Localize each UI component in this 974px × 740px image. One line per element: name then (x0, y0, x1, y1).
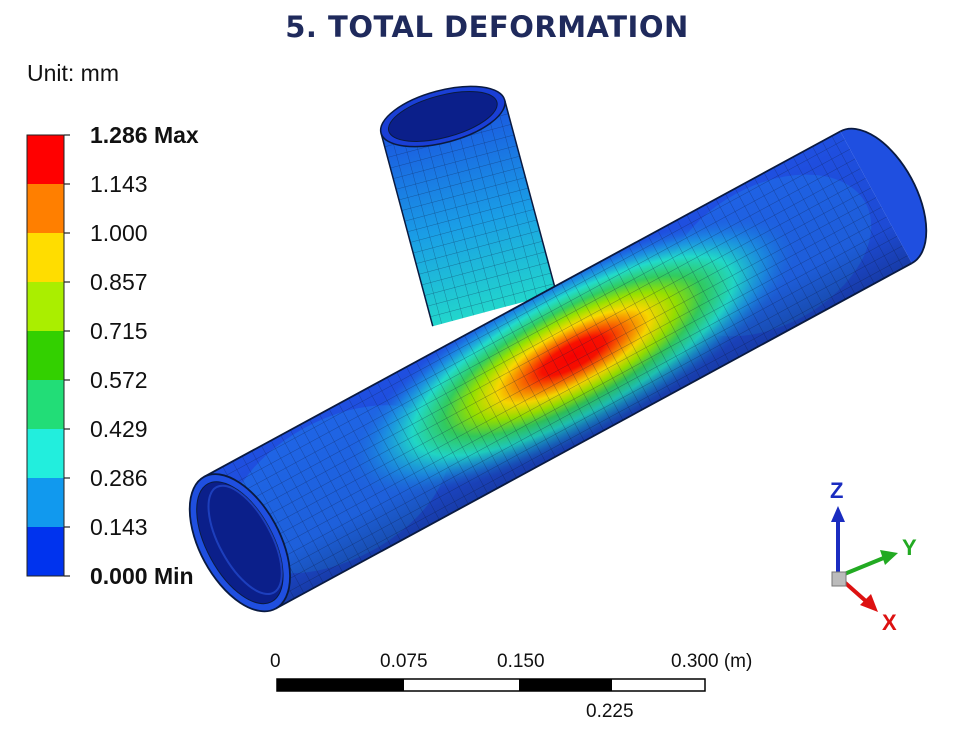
legend-level-label: 1.143 (90, 171, 148, 197)
legend-color-bar (26, 134, 70, 577)
legend-band (27, 478, 64, 528)
scale-label-0300: 0.300 (m) (671, 651, 753, 672)
legend-level-label: 0.000 Min (90, 563, 194, 589)
branch-pipe (379, 85, 558, 327)
scale-label-0150: 0.150 (497, 651, 545, 672)
scale-label-0075: 0.075 (380, 651, 428, 672)
x-axis-label: X (882, 610, 897, 635)
y-arrow-icon (880, 550, 898, 565)
legend-band (27, 184, 64, 234)
legend-band (27, 527, 64, 577)
legend-level-label: 0.286 (90, 465, 148, 491)
legend-level-label: 0.715 (90, 318, 148, 344)
legend-level-label: 1.000 (90, 220, 148, 246)
z-arrow-icon (831, 506, 845, 522)
legend-level-label: 0.429 (90, 416, 148, 442)
legend-level-label: 0.143 (90, 514, 148, 540)
scale-label-0225: 0.225 (586, 701, 634, 722)
unit-label: Unit: mm (27, 60, 119, 86)
scale-label-0: 0 (270, 651, 281, 672)
legend-band (27, 233, 64, 283)
legend-band (27, 282, 64, 332)
figure-title: 5. TOTAL DEFORMATION (285, 10, 689, 44)
legend-band (27, 429, 64, 479)
legend-level-label: 0.572 (90, 367, 148, 393)
coordinate-triad: Z Y X (830, 478, 917, 635)
main-pipe (188, 127, 928, 613)
legend-level-label: 1.286 Max (90, 122, 199, 148)
z-axis-label: Z (830, 478, 843, 503)
legend-band (27, 135, 64, 185)
legend-level-label: 0.857 (90, 269, 148, 295)
x-arrow-icon (860, 594, 878, 612)
legend-band (27, 380, 64, 430)
scale-bar (276, 678, 706, 692)
y-axis-label: Y (902, 535, 917, 560)
legend-band (27, 331, 64, 381)
